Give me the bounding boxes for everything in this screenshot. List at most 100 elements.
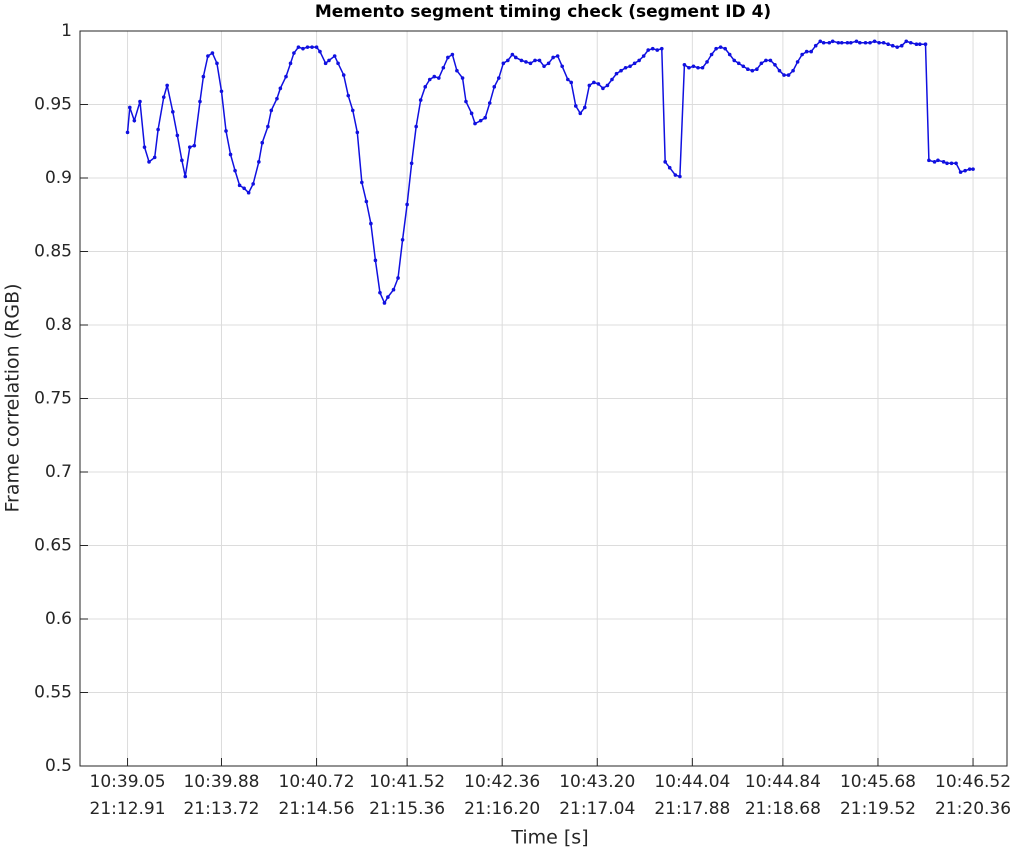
data-point bbox=[373, 258, 378, 263]
data-point bbox=[667, 165, 672, 170]
data-point bbox=[346, 93, 351, 98]
data-point bbox=[849, 40, 853, 45]
data-point bbox=[219, 89, 224, 94]
data-point bbox=[305, 45, 310, 49]
x-tick-label: 10:42.36 bbox=[464, 772, 540, 792]
data-point bbox=[492, 85, 497, 89]
y-tick-label: 0.7 bbox=[45, 462, 72, 482]
data-point bbox=[601, 86, 605, 91]
data-point bbox=[546, 61, 551, 66]
y-tick-label: 0.6 bbox=[45, 609, 72, 629]
x-tick-label: 21:18.68 bbox=[745, 799, 821, 819]
data-point bbox=[941, 160, 946, 164]
x-tick-label: 21:16.20 bbox=[464, 799, 540, 819]
data-point bbox=[858, 40, 862, 45]
data-point bbox=[927, 158, 931, 163]
data-point bbox=[441, 65, 446, 70]
y-tick-label: 0.65 bbox=[34, 536, 72, 556]
data-point bbox=[350, 108, 355, 113]
x-tick-label: 10:46.52 bbox=[935, 772, 1011, 792]
data-point bbox=[827, 40, 832, 45]
data-point bbox=[180, 158, 184, 163]
data-point bbox=[655, 48, 660, 52]
data-point bbox=[336, 61, 340, 66]
data-point bbox=[210, 51, 215, 55]
x-tick-label: 10:39.05 bbox=[90, 772, 166, 792]
data-point bbox=[310, 45, 314, 49]
data-point bbox=[904, 39, 909, 44]
x-tick-label: 10:44.84 bbox=[745, 772, 821, 792]
data-point bbox=[923, 42, 928, 47]
data-point bbox=[332, 54, 337, 58]
data-point bbox=[288, 61, 293, 66]
data-point bbox=[764, 58, 768, 63]
data-point bbox=[908, 40, 913, 45]
data-point bbox=[266, 124, 270, 129]
data-point bbox=[637, 58, 641, 63]
data-point bbox=[592, 80, 596, 85]
data-point bbox=[405, 202, 409, 207]
data-point bbox=[830, 39, 835, 44]
data-point bbox=[409, 161, 414, 166]
y-axis-label: Frame correlation (RGB) bbox=[2, 283, 24, 512]
data-point bbox=[782, 73, 786, 77]
data-point bbox=[727, 52, 732, 57]
data-point bbox=[284, 74, 288, 79]
y-tick-label: 0.95 bbox=[34, 95, 72, 115]
axes-box bbox=[79, 30, 1008, 767]
data-point bbox=[224, 129, 228, 133]
data-point bbox=[678, 174, 682, 179]
data-point bbox=[537, 58, 542, 63]
x-tick-label: 10:45.68 bbox=[840, 772, 916, 792]
data-point bbox=[427, 77, 432, 82]
data-point bbox=[958, 170, 963, 174]
data-point bbox=[198, 99, 202, 104]
data-point bbox=[501, 61, 506, 66]
data-point bbox=[628, 64, 632, 69]
data-point bbox=[687, 65, 691, 70]
data-point bbox=[619, 68, 623, 73]
data-point bbox=[623, 65, 628, 70]
data-point bbox=[369, 221, 373, 226]
data-point bbox=[777, 68, 782, 73]
x-tick-label: 21:17.88 bbox=[654, 799, 730, 819]
data-point bbox=[275, 96, 279, 101]
data-point bbox=[132, 118, 137, 123]
data-point bbox=[551, 55, 555, 60]
data-point bbox=[967, 167, 972, 171]
data-point bbox=[804, 49, 809, 54]
data-point bbox=[257, 160, 261, 164]
data-point bbox=[533, 58, 537, 63]
data-point bbox=[632, 61, 637, 66]
data-point bbox=[949, 161, 954, 166]
data-point bbox=[360, 180, 364, 185]
data-point bbox=[682, 63, 687, 67]
data-point bbox=[936, 158, 940, 163]
data-point bbox=[296, 45, 301, 49]
data-point bbox=[237, 183, 242, 188]
data-point bbox=[128, 105, 132, 110]
data-point bbox=[510, 52, 515, 57]
data-point bbox=[890, 43, 895, 48]
data-point bbox=[809, 49, 813, 54]
data-point bbox=[845, 40, 850, 45]
data-point bbox=[513, 55, 518, 60]
data-point bbox=[641, 54, 646, 58]
data-point bbox=[800, 52, 804, 57]
data-point bbox=[700, 65, 705, 70]
data-point bbox=[723, 46, 727, 51]
data-point bbox=[469, 111, 474, 116]
data-point bbox=[327, 58, 331, 63]
data-point bbox=[741, 64, 746, 69]
data-point bbox=[138, 99, 142, 104]
data-point bbox=[152, 155, 157, 160]
data-point bbox=[709, 52, 714, 57]
data-point bbox=[478, 118, 483, 123]
data-point bbox=[895, 45, 900, 49]
data-point bbox=[242, 186, 246, 191]
data-point bbox=[569, 80, 574, 85]
x-tick-label: 10:39.88 bbox=[183, 772, 259, 792]
data-point bbox=[125, 130, 130, 135]
data-point bbox=[542, 64, 546, 69]
